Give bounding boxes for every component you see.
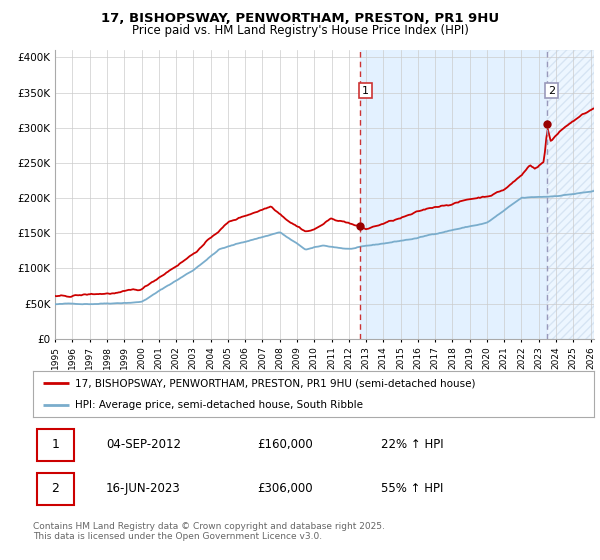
- Text: HPI: Average price, semi-detached house, South Ribble: HPI: Average price, semi-detached house,…: [75, 400, 363, 410]
- Text: 2: 2: [52, 482, 59, 495]
- Text: £306,000: £306,000: [257, 482, 313, 495]
- Text: 04-SEP-2012: 04-SEP-2012: [106, 438, 181, 451]
- Text: 55% ↑ HPI: 55% ↑ HPI: [381, 482, 443, 495]
- Text: Contains HM Land Registry data © Crown copyright and database right 2025.
This d: Contains HM Land Registry data © Crown c…: [33, 522, 385, 542]
- FancyBboxPatch shape: [37, 473, 74, 505]
- Text: Price paid vs. HM Land Registry's House Price Index (HPI): Price paid vs. HM Land Registry's House …: [131, 24, 469, 36]
- Text: 17, BISHOPSWAY, PENWORTHAM, PRESTON, PR1 9HU: 17, BISHOPSWAY, PENWORTHAM, PRESTON, PR1…: [101, 12, 499, 25]
- Text: 2: 2: [548, 86, 556, 96]
- FancyBboxPatch shape: [37, 429, 74, 461]
- Text: 16-JUN-2023: 16-JUN-2023: [106, 482, 181, 495]
- Bar: [361, 50, 547, 339]
- Text: 1: 1: [52, 438, 59, 451]
- Text: 22% ↑ HPI: 22% ↑ HPI: [381, 438, 443, 451]
- Text: 17, BISHOPSWAY, PENWORTHAM, PRESTON, PR1 9HU (semi-detached house): 17, BISHOPSWAY, PENWORTHAM, PRESTON, PR1…: [75, 378, 476, 388]
- Bar: [547, 50, 594, 339]
- Text: 1: 1: [362, 86, 369, 96]
- Text: £160,000: £160,000: [257, 438, 313, 451]
